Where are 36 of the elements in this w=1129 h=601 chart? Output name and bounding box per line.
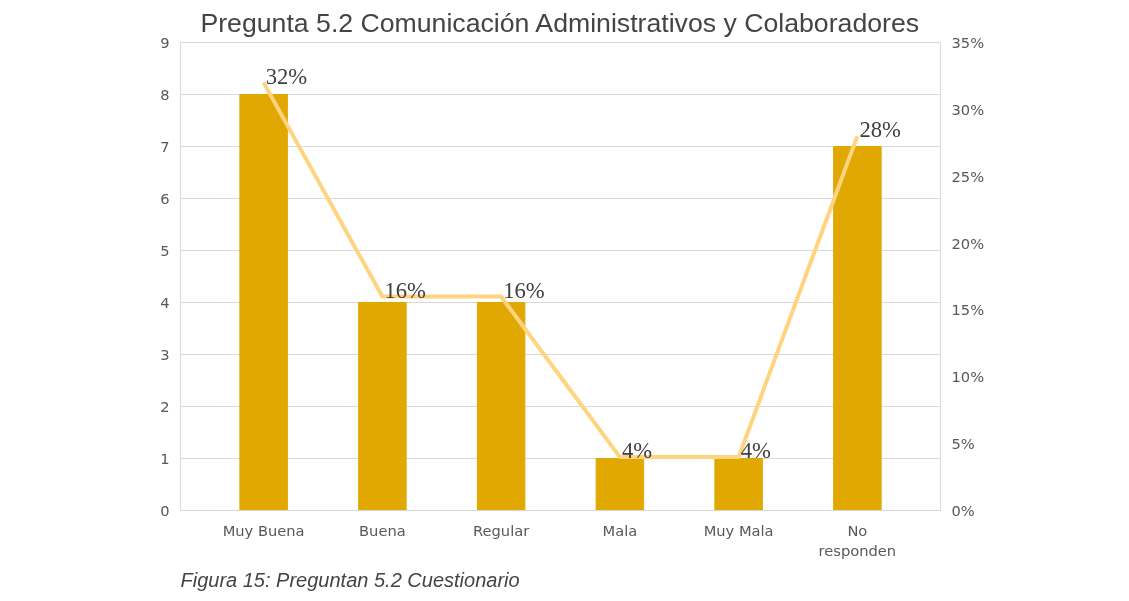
y-tick-label: 5 xyxy=(160,241,170,259)
x-tick-label: Mala xyxy=(602,521,638,539)
y2-tick-label: 5% xyxy=(951,435,975,453)
y2-tick-label: 15% xyxy=(951,301,985,319)
bar xyxy=(833,146,882,511)
y2-tick-label: 20% xyxy=(951,234,985,252)
y-tick-label: 4 xyxy=(160,293,170,311)
y-tick-label: 1 xyxy=(160,449,170,467)
data-label: 4% xyxy=(740,438,771,464)
y2-tick-label: 0% xyxy=(951,502,975,519)
bar xyxy=(714,458,763,511)
data-label: 28% xyxy=(859,117,902,143)
data-label: 32% xyxy=(265,63,308,89)
bar xyxy=(595,458,645,511)
y-tick-label: 0 xyxy=(160,501,170,519)
bar xyxy=(476,302,526,511)
x-tick-label: Muy Mala xyxy=(703,521,774,539)
data-label: 16% xyxy=(503,277,545,303)
y-tick-label: 3 xyxy=(160,345,170,363)
y2-tick-label: 35% xyxy=(951,34,985,51)
y-tick-label: 9 xyxy=(160,33,170,51)
y-tick-label: 8 xyxy=(160,85,170,103)
y-tick-label: 7 xyxy=(160,137,170,155)
x-tick-label: Regular xyxy=(473,521,531,539)
y-tick-label: 2 xyxy=(160,397,170,415)
y2-tick-label: 10% xyxy=(951,368,985,386)
y-tick-label: 6 xyxy=(160,189,170,207)
text: Figura 15: Preguntan 5.2 Cuestionario xyxy=(180,568,520,591)
chart-title: Pregunta 5.2 Comunicación Administrativos y Colaboradores xyxy=(200,7,920,38)
x-tick-label: No responden xyxy=(818,521,897,559)
y2-tick-label: 30% xyxy=(951,100,985,118)
x-tick-label: Buena xyxy=(359,521,406,539)
bar xyxy=(358,302,407,511)
y2-tick-label: 25% xyxy=(951,167,985,185)
x-tick-label: Muy Buena xyxy=(222,521,305,539)
bar xyxy=(239,94,288,511)
